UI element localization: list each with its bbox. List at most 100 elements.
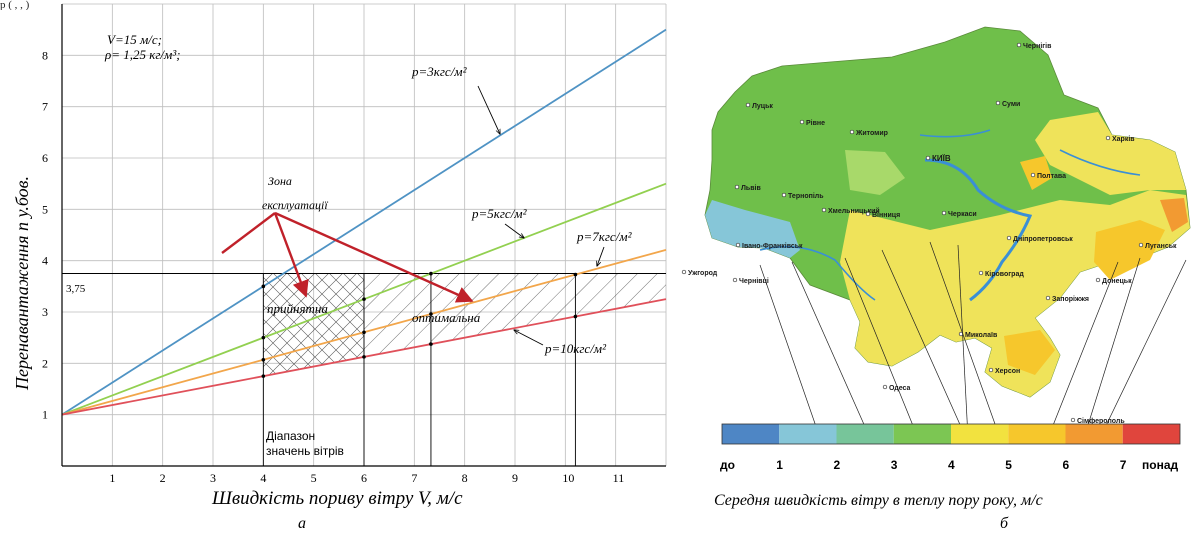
city-dot [978, 270, 984, 276]
legend-color-swatch [779, 424, 837, 444]
city-dot [745, 102, 751, 108]
legend-color-swatch [1122, 424, 1180, 444]
city-dot [799, 119, 805, 125]
city-dot [821, 207, 827, 213]
legend-tick-label: 4 [948, 458, 955, 472]
city-label: Хмельницький [828, 207, 880, 215]
map-leader-lines [759, 241, 1187, 439]
city-label: Дніпропетровськ [1013, 235, 1073, 243]
intersection-point [573, 272, 578, 277]
y-tick-label: 1 [42, 408, 48, 422]
zone-arrow-acceptable [273, 212, 309, 298]
map-zone-central-light-green [845, 150, 905, 195]
city-dot [1095, 277, 1101, 283]
legend-tick-label: 5 [1005, 458, 1012, 472]
y-tick-label: 7 [42, 100, 48, 114]
zone-optimal-hatch [364, 273, 666, 357]
legend-tick-label: до [720, 458, 735, 472]
zone-optimal-label: оптимальна [412, 310, 481, 325]
city-label: Черкаси [948, 211, 977, 218]
x-tick-label: 7 [411, 471, 417, 485]
intersection-point [429, 342, 433, 346]
city-label: Суми [1002, 101, 1020, 108]
city-label: Кіровоград [985, 270, 1024, 278]
page-caption: р ( , , ) [0, 0, 30, 10]
zone-arrow-left [221, 212, 276, 254]
label-arrow-p7 [597, 246, 605, 266]
city-label: Ужгород [688, 270, 718, 277]
y-tick-label: 6 [42, 151, 48, 165]
intersection-point [573, 314, 578, 319]
intersection-point [362, 297, 366, 301]
zone-hatching [62, 273, 666, 466]
line-label-p10: p=10кгс/м² [544, 341, 607, 356]
legend-tick-label: 7 [1120, 458, 1127, 472]
x-tick-label: 2 [160, 471, 166, 485]
param-density: ρ= 1,25 кг/м³; [104, 47, 181, 62]
y-tick-label: 2 [42, 356, 48, 370]
line-label-p7: p=7кгс/м² [576, 229, 633, 244]
panel-a-label: а [298, 515, 306, 532]
intersection-point [261, 284, 266, 289]
city-label: Луганськ [1145, 243, 1177, 250]
map-leader-line [957, 244, 969, 439]
legend-tick-label: 6 [1063, 458, 1070, 472]
city-dot [988, 367, 994, 373]
legend-color-swatch [722, 424, 780, 444]
map-leader-line [844, 257, 919, 439]
y-tick-label: 8 [42, 48, 48, 62]
intersection-point [429, 312, 433, 316]
y-tick-label: 5 [42, 202, 48, 216]
city-label: Івано-Франківськ [742, 242, 803, 250]
y-axis-title: Перенавантаження n у.бов. [12, 176, 32, 391]
city-dot [781, 192, 787, 198]
intersection-point [261, 357, 266, 362]
city-dot [925, 155, 931, 161]
y-tick-label: 4 [42, 254, 48, 268]
param-velocity: V=15 м/с; [107, 32, 162, 47]
map-leader-line [1047, 261, 1119, 439]
map-leader-line [791, 261, 871, 439]
city-dot [941, 210, 947, 216]
city-dot [1138, 242, 1144, 248]
city-label: Запоріжжя [1052, 295, 1089, 303]
map-zone-orange-1 [1020, 156, 1052, 190]
label-arrow-p5 [504, 223, 524, 238]
city-label: Херсон [995, 368, 1020, 375]
map-river-dnipro [924, 158, 1033, 302]
x-tick-label: 4 [260, 471, 266, 485]
city-labels: Чернігів Луцьк Рівне Житомир Суми КИЇВ Харків Л… [681, 42, 1177, 443]
x-axis-title: Швидкість пориву вітру V, м/с [211, 488, 463, 509]
panel-b-label: б [1000, 515, 1009, 532]
y-tick-label: 3 [42, 305, 48, 319]
map-leader-line [881, 249, 967, 439]
map-river-other [759, 129, 1141, 301]
city-label: Сімферополь [1077, 417, 1125, 425]
city-label: Донецьк [1102, 278, 1132, 285]
legend-border [721, 423, 1181, 445]
x-tick-label: 8 [462, 471, 468, 485]
city-label: КИЇВ [932, 154, 951, 163]
zone-title-line2: експлуатації [262, 198, 328, 212]
zone-acceptable-label: прийнятна [267, 301, 328, 316]
city-label: Миколаїв [965, 332, 998, 339]
city-dot [882, 384, 888, 390]
intersection-point [261, 335, 266, 340]
city-label: Житомир [855, 130, 888, 137]
map-zone-west-light [705, 200, 800, 258]
city-dot [1070, 417, 1076, 423]
zone-title-line1: Зона [268, 174, 292, 188]
map-zone-orange-4 [1160, 198, 1188, 232]
city-dot [1105, 135, 1111, 141]
legend-tick-label: понад [1142, 458, 1179, 472]
legend-color-swatch [1065, 424, 1123, 444]
city-dot [1006, 235, 1012, 241]
ukraine-wind-map: Чернігів Луцьк Рівне Житомир Суми КИЇВ Харків Л… [681, 26, 1191, 443]
legend-tick-label: 1 [776, 458, 783, 472]
city-label: Полтава [1037, 173, 1066, 180]
city-label: Рівне [806, 119, 825, 127]
city-dot [1030, 172, 1036, 178]
map-leader-line [759, 264, 821, 439]
